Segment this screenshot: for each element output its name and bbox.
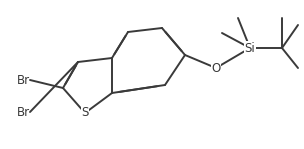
Text: S: S: [81, 107, 89, 119]
Text: O: O: [211, 62, 221, 74]
Text: Si: Si: [245, 42, 255, 55]
Text: Br: Br: [17, 105, 30, 118]
Text: Br: Br: [17, 73, 30, 87]
